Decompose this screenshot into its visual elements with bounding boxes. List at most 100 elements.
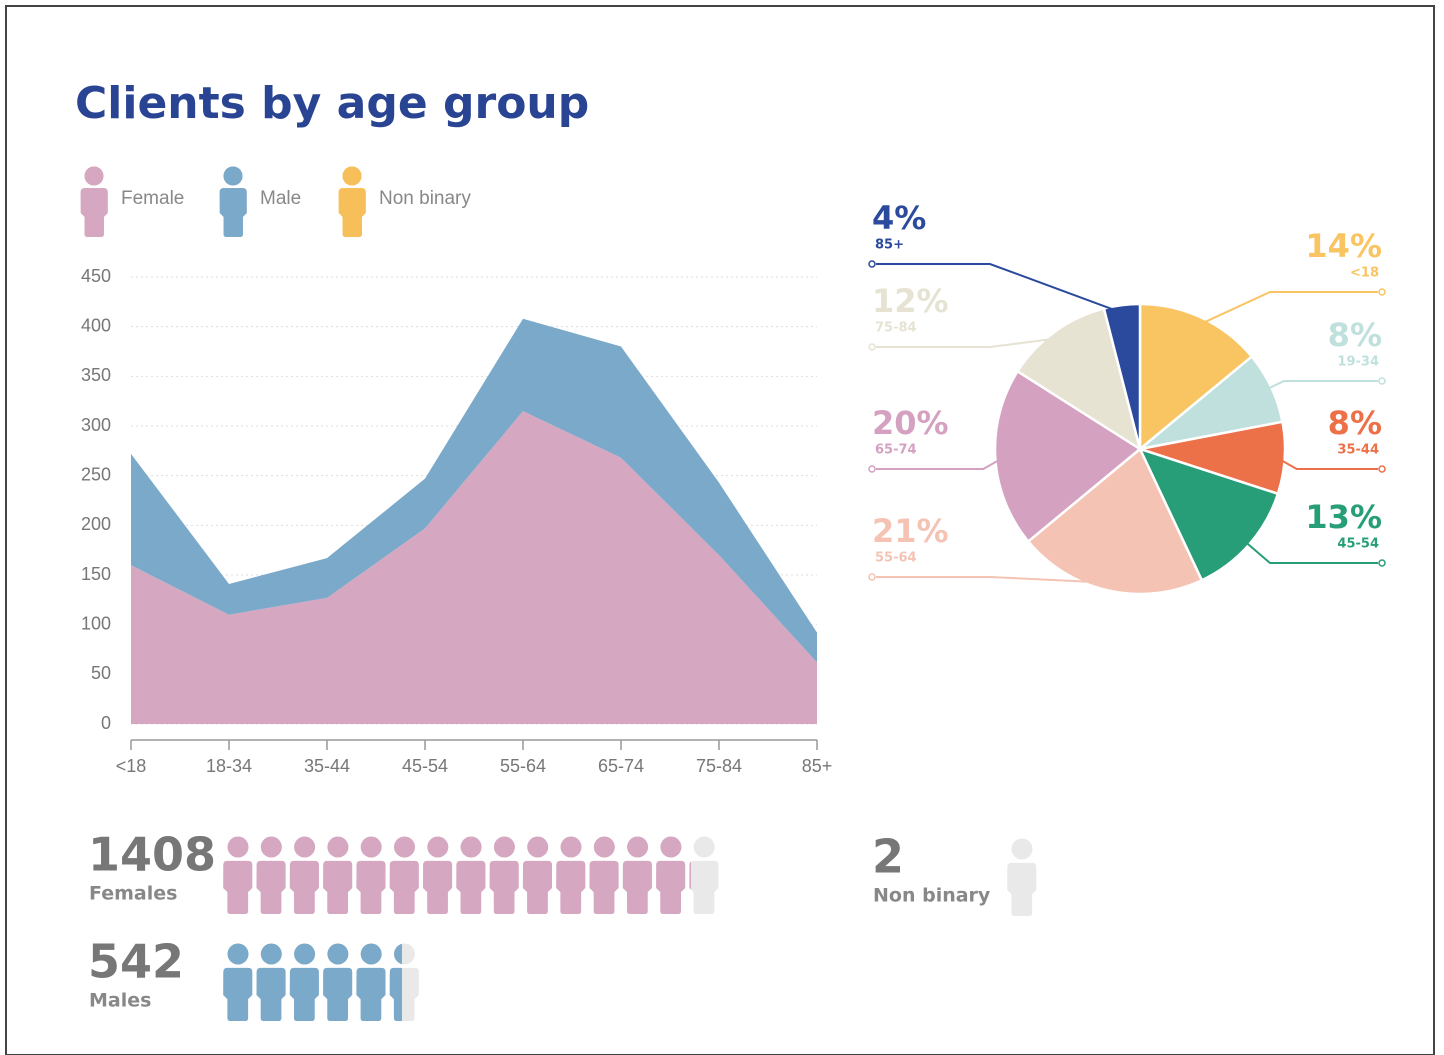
person-icon xyxy=(456,836,486,915)
person-icon xyxy=(622,836,652,915)
person-icon xyxy=(522,836,552,915)
person-icon xyxy=(289,836,319,915)
person-fill xyxy=(256,943,286,1022)
leader-line xyxy=(1197,291,1378,326)
pie-category-label: <18 xyxy=(1350,266,1379,281)
y-tick-label: 450 xyxy=(81,266,111,286)
person-body xyxy=(256,967,286,1022)
person-body xyxy=(256,860,286,915)
person-fill xyxy=(323,836,353,915)
person-body xyxy=(323,967,353,1022)
x-tick-label: 75-84 xyxy=(696,756,742,776)
person-head xyxy=(260,943,282,965)
leader-end xyxy=(868,343,876,351)
person-body xyxy=(356,967,386,1022)
person-fill xyxy=(256,836,286,915)
pie-slice xyxy=(1138,302,1254,452)
person-fill xyxy=(489,836,519,915)
person-fill xyxy=(356,943,386,1022)
x-tick-label: 35-44 xyxy=(304,756,350,776)
person-head xyxy=(627,836,649,858)
person-fill xyxy=(289,836,319,915)
leader-line xyxy=(876,456,1004,470)
person-icon xyxy=(323,943,353,1022)
person-fill xyxy=(356,836,386,915)
y-tick-label: 400 xyxy=(81,315,111,335)
pie-value-label: 13% xyxy=(1305,498,1382,536)
leader-end xyxy=(1378,377,1386,385)
person-body xyxy=(556,860,586,915)
person-fill xyxy=(338,166,366,237)
x-tick-label: <18 xyxy=(116,756,147,776)
person-head xyxy=(593,836,615,858)
pie-category-label: 45-54 xyxy=(1337,537,1379,552)
leader-line xyxy=(1263,380,1378,392)
y-tick-label: 50 xyxy=(91,663,111,683)
person-head xyxy=(527,836,549,858)
leader-line xyxy=(876,576,1111,584)
person-icon xyxy=(356,943,386,1022)
person-icon xyxy=(656,836,686,915)
leader-end xyxy=(868,465,876,473)
person-head xyxy=(227,836,249,858)
area xyxy=(131,411,817,724)
pie-value-label: 21% xyxy=(872,512,949,550)
pie-value-label: 20% xyxy=(872,404,949,442)
person-icon xyxy=(389,836,419,915)
person-fill xyxy=(422,836,453,915)
leader-end xyxy=(1378,465,1386,473)
person-fill xyxy=(689,861,691,890)
leader-end xyxy=(1378,559,1386,567)
pie-category-label: 19-34 xyxy=(1337,355,1379,370)
person-icon xyxy=(338,166,366,237)
person-body xyxy=(219,188,247,237)
x-tick-label: 45-54 xyxy=(402,756,448,776)
total-label: Females xyxy=(89,883,177,905)
pie-category-label: 85+ xyxy=(875,238,904,253)
leader-line xyxy=(1276,456,1378,470)
person-icon xyxy=(389,943,419,1022)
person-head xyxy=(1011,838,1033,860)
pie-slice xyxy=(993,369,1143,544)
x-tick-label: 18-34 xyxy=(206,756,252,776)
person-body xyxy=(622,860,652,915)
person-head xyxy=(360,943,382,965)
pie-category-label: 35-44 xyxy=(1337,443,1379,458)
pie-category-label: 55-64 xyxy=(875,551,917,566)
y-tick-label: 150 xyxy=(81,564,111,584)
pie-value-label: 4% xyxy=(872,199,926,237)
y-tick-label: 0 xyxy=(101,713,111,733)
y-tick-label: 100 xyxy=(81,613,111,633)
legend-label: Non binary xyxy=(379,188,471,209)
legend-label: Male xyxy=(260,188,301,209)
leader-line xyxy=(876,337,1060,348)
y-tick-label: 250 xyxy=(81,464,111,484)
person-head xyxy=(260,836,282,858)
person-fill xyxy=(223,836,253,915)
person-body xyxy=(489,860,519,915)
person-fill xyxy=(223,943,253,1022)
pie-slice xyxy=(1015,307,1142,452)
person-icon xyxy=(689,836,719,915)
total-label: Males xyxy=(89,990,151,1012)
person-fill xyxy=(389,943,402,1022)
person-fill xyxy=(389,836,419,915)
person-head xyxy=(294,836,316,858)
person-head xyxy=(223,166,243,186)
total-number: 1408 xyxy=(88,828,216,882)
person-head xyxy=(327,836,349,858)
person-body xyxy=(223,967,253,1022)
leader-end xyxy=(868,573,876,581)
person-body xyxy=(338,188,366,237)
y-tick-label: 350 xyxy=(81,365,111,385)
person-empty xyxy=(689,836,719,915)
person-icon xyxy=(556,836,586,915)
leader-end xyxy=(1378,288,1386,296)
person-fill xyxy=(80,166,108,237)
pie-value-label: 8% xyxy=(1328,316,1382,354)
person-head xyxy=(84,166,104,186)
person-head xyxy=(493,836,515,858)
person-head xyxy=(560,836,582,858)
total-label: Non binary xyxy=(873,885,991,907)
y-tick-label: 300 xyxy=(81,415,111,435)
